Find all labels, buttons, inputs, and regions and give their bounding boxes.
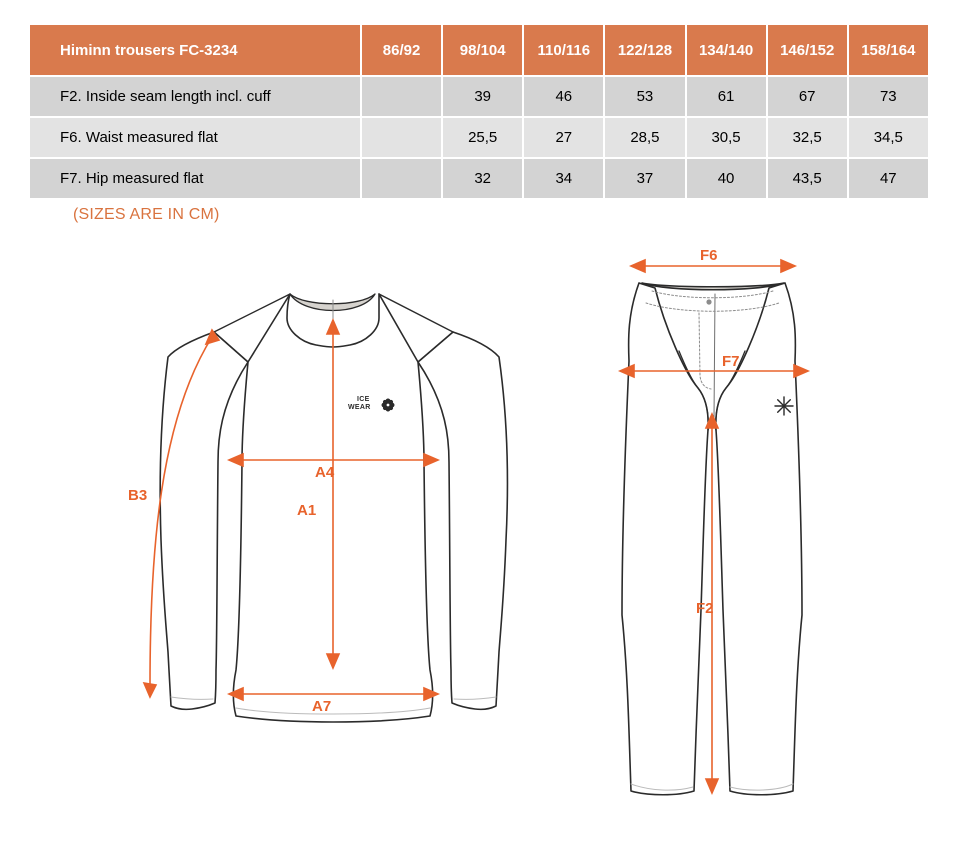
svg-text:ICE: ICE [357, 396, 370, 403]
svg-text:A7: A7 [312, 698, 331, 715]
svg-text:F6: F6 [700, 247, 718, 264]
svg-text:F2: F2 [696, 600, 714, 617]
svg-text:B3: B3 [128, 487, 147, 504]
svg-text:A4: A4 [315, 464, 335, 481]
svg-text:A1: A1 [297, 502, 316, 519]
svg-text:F7: F7 [722, 353, 740, 370]
svg-text:WEAR: WEAR [348, 404, 371, 411]
